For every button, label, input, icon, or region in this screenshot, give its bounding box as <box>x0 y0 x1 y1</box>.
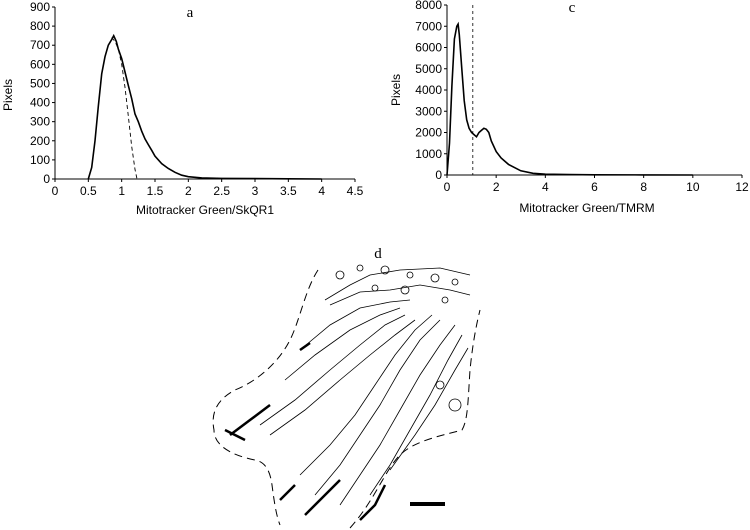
y-tick-label: 400 <box>30 96 50 110</box>
x-tick-label: 4.5 <box>347 184 364 198</box>
x-tick-label: 4 <box>318 184 325 198</box>
x-axis-ticks: 0 2 4 6 8 10 12 <box>444 175 749 194</box>
panel-label-a: a <box>187 5 194 21</box>
y-tick-label: 5000 <box>415 62 442 76</box>
cell-outline <box>212 269 481 529</box>
x-tick-label: 4 <box>542 180 549 194</box>
dense-mitochondria <box>224 341 387 521</box>
x-tick-label: 2 <box>493 180 500 194</box>
x-tick-label: 2 <box>185 184 192 198</box>
mitochondria-contours <box>259 264 471 506</box>
y-tick-label: 200 <box>30 134 50 148</box>
y-axis-ticks: 0 1000 2000 3000 4000 5000 6000 7000 8000 <box>415 0 447 182</box>
x-axis-label: Mitotracker Green/TMRM <box>519 201 654 215</box>
y-tick-label: 8000 <box>415 0 442 12</box>
x-tick-label: 12 <box>735 180 749 194</box>
y-tick-label: 4000 <box>415 83 442 97</box>
y-tick-label: 800 <box>30 19 50 33</box>
y-tick-label: 0 <box>435 168 442 182</box>
histogram-line <box>446 21 693 176</box>
y-tick-label: 6000 <box>415 41 442 55</box>
chart-c: 0 1000 2000 3000 4000 5000 6000 7000 8000 0 2 4 6 8 1… <box>389 0 749 215</box>
x-tick-label: 2.5 <box>213 184 230 198</box>
y-tick-label: 3000 <box>415 104 442 118</box>
y-tick-label: 900 <box>30 0 50 14</box>
y-axis-label: Pixels <box>389 74 403 106</box>
y-tick-label: 300 <box>30 115 50 129</box>
y-axis-label: Pixels <box>1 79 15 111</box>
x-tick-label: 6 <box>591 180 598 194</box>
histogram-line <box>87 33 322 180</box>
x-tick-label: 0 <box>52 184 59 198</box>
scale-bar <box>410 502 445 506</box>
y-tick-label: 100 <box>30 153 50 167</box>
chart-a: 0 100 200 300 400 500 600 700 800 900 0 0.5 1 1.5 2 2.… <box>1 0 364 217</box>
fit-dashed-line <box>111 37 138 180</box>
y-tick-label: 500 <box>30 76 50 90</box>
y-tick-label: 0 <box>43 172 50 186</box>
y-axis-ticks: 0 100 200 300 400 500 600 700 800 900 <box>30 0 55 186</box>
panel-label-c: c <box>569 0 576 16</box>
x-tick-label: 10 <box>686 180 700 194</box>
x-axis-label: Mitotracker Green/SkQR1 <box>136 203 274 217</box>
x-tick-label: 1.5 <box>147 184 164 198</box>
y-tick-label: 2000 <box>415 126 442 140</box>
panel-label-d: d <box>374 246 382 262</box>
y-tick-label: 600 <box>30 57 50 71</box>
y-tick-label: 1000 <box>415 147 442 161</box>
cell-drawing-d: d <box>212 246 481 529</box>
x-tick-label: 0 <box>444 180 451 194</box>
x-tick-label: 0.5 <box>80 184 97 198</box>
x-axis-ticks: 0 0.5 1 1.5 2 2.5 3 3.5 4 4.5 <box>52 179 364 198</box>
y-tick-label: 700 <box>30 38 50 52</box>
x-tick-label: 8 <box>640 180 647 194</box>
y-tick-label: 7000 <box>415 19 442 33</box>
x-tick-label: 3.5 <box>280 184 297 198</box>
x-tick-label: 1 <box>118 184 125 198</box>
x-tick-label: 3 <box>252 184 259 198</box>
